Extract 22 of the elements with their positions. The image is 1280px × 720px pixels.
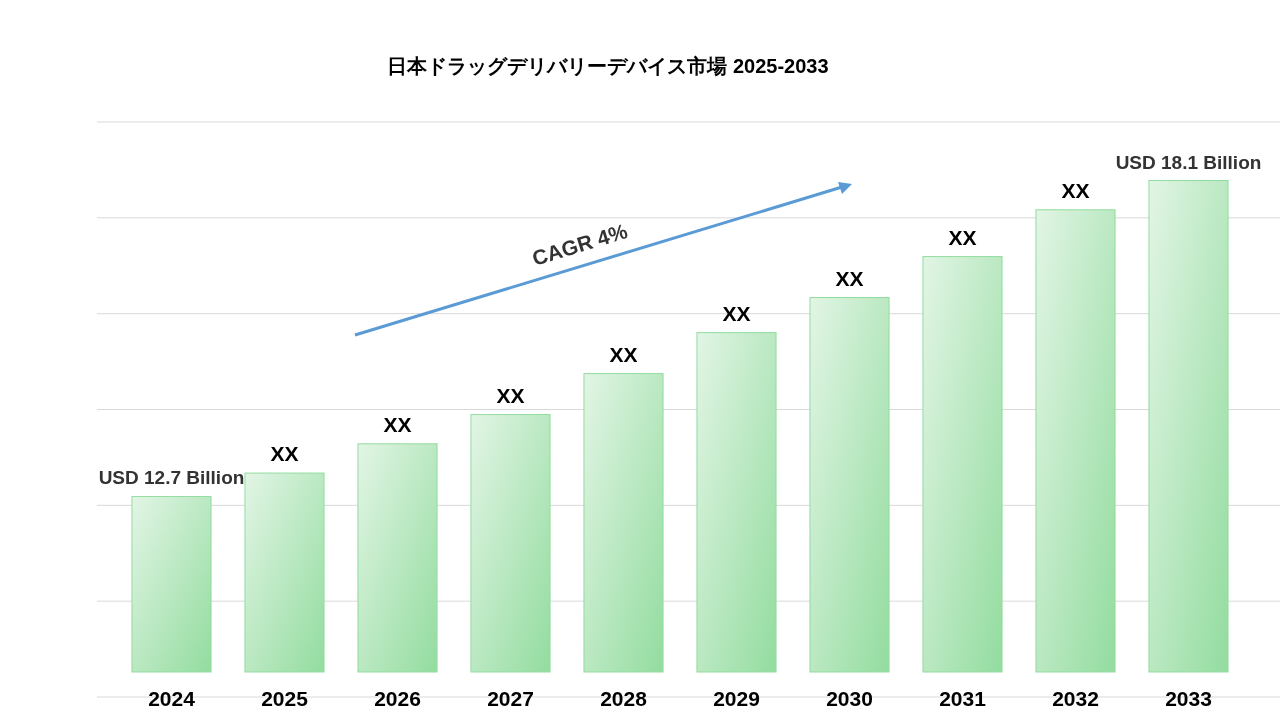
x-tick-label: 2027: [487, 687, 534, 710]
chart-title: 日本ドラッグデリバリーデバイス市場 2025-2033: [387, 55, 829, 77]
data-label: XX: [383, 412, 412, 436]
x-tick-label: 2025: [261, 687, 309, 710]
x-tick-label: 2024: [148, 687, 196, 710]
data-label: XX: [948, 225, 977, 249]
annotation: CAGR 4%: [529, 219, 631, 270]
x-tick-label: 2028: [600, 687, 648, 710]
x-tick-label: 2030: [826, 687, 873, 710]
x-tick-label: 2033: [1165, 687, 1212, 710]
data-label: USD 12.7 Billion: [98, 467, 245, 489]
x-tick-label: 2031: [939, 687, 987, 710]
data-label: XX: [496, 383, 525, 407]
data-label: XX: [835, 266, 864, 290]
data-label: XX: [722, 301, 751, 325]
data-label: USD 18.1 Billion: [1115, 151, 1262, 173]
x-tick-label: 2029: [713, 687, 760, 710]
data-label: XX: [1061, 178, 1090, 202]
data-label: XX: [609, 342, 638, 366]
x-tick-label: 2026: [374, 687, 421, 710]
data-label: XX: [270, 442, 299, 466]
x-tick-label: 2032: [1052, 687, 1099, 710]
